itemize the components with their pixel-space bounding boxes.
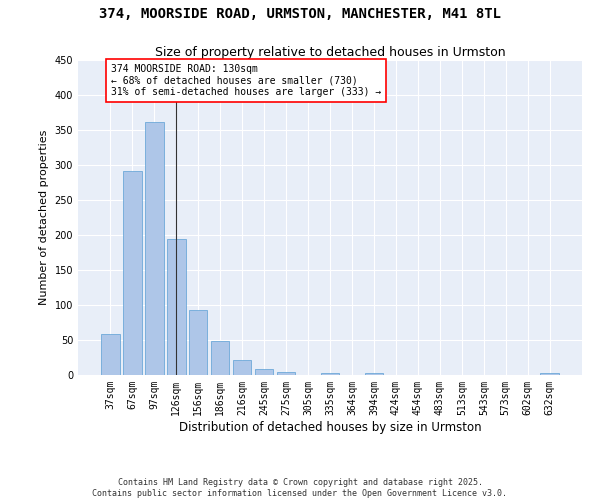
Title: Size of property relative to detached houses in Urmston: Size of property relative to detached ho…	[155, 46, 505, 59]
Bar	[541, 373, 559, 375]
Text: 374, MOORSIDE ROAD, URMSTON, MANCHESTER, M41 8TL: 374, MOORSIDE ROAD, URMSTON, MANCHESTER,…	[99, 8, 501, 22]
Text: 374 MOORSIDE ROAD: 130sqm
← 68% of detached houses are smaller (730)
31% of semi: 374 MOORSIDE ROAD: 130sqm ← 68% of detac…	[110, 64, 381, 96]
Bar	[277, 372, 295, 375]
Bar	[101, 334, 119, 375]
X-axis label: Distribution of detached houses by size in Urmston: Distribution of detached houses by size …	[179, 420, 481, 434]
Y-axis label: Number of detached properties: Number of detached properties	[39, 130, 49, 305]
Bar	[189, 310, 208, 375]
Bar	[211, 340, 229, 375]
Bar	[145, 122, 164, 375]
Bar	[233, 360, 251, 375]
Bar	[167, 238, 185, 375]
Bar	[123, 170, 142, 375]
Bar	[365, 373, 383, 375]
Bar	[320, 373, 340, 375]
Bar	[255, 368, 274, 375]
Text: Contains HM Land Registry data © Crown copyright and database right 2025.
Contai: Contains HM Land Registry data © Crown c…	[92, 478, 508, 498]
